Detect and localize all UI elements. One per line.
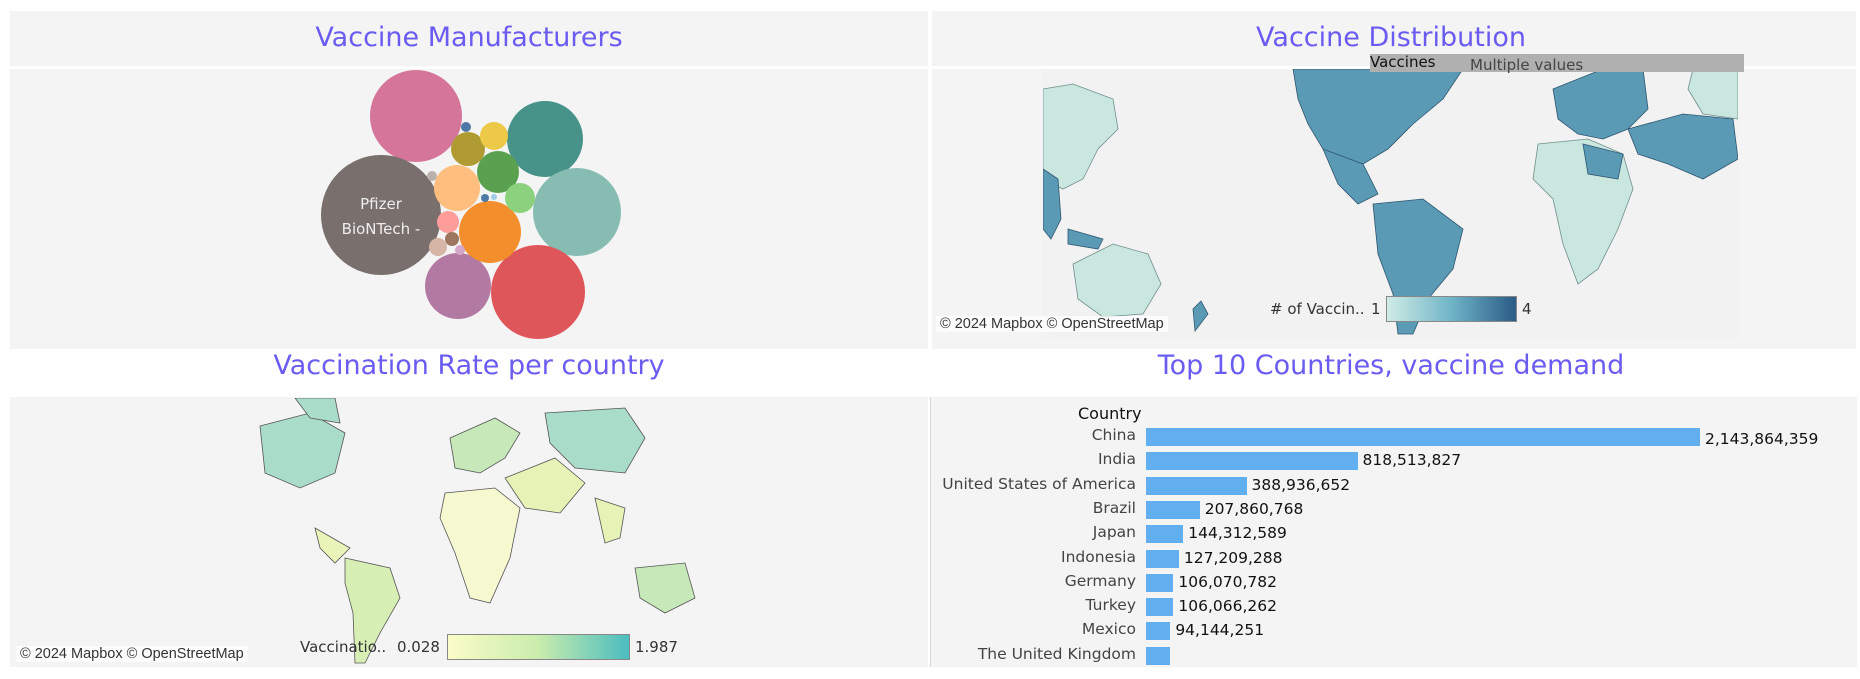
- top10-axis-header: Country: [1078, 404, 1142, 423]
- bubble[interactable]: [491, 194, 497, 200]
- rate-legend-max: 1.987: [635, 638, 678, 656]
- bar[interactable]: [1146, 598, 1174, 617]
- bar[interactable]: [1146, 428, 1700, 446]
- bubble[interactable]: [425, 253, 491, 319]
- bar[interactable]: [1146, 573, 1174, 592]
- bubble-label-line1: Pfizer: [360, 195, 403, 213]
- map-region[interactable]: [1627, 113, 1738, 180]
- map-region[interactable]: [344, 557, 401, 664]
- map-region[interactable]: [439, 487, 521, 604]
- map-region[interactable]: [1072, 243, 1162, 318]
- map-region[interactable]: [1582, 143, 1624, 180]
- distribution-legend-gradient: [1386, 296, 1517, 322]
- rate-map[interactable]: [205, 398, 740, 666]
- bar-category-label: Mexico: [1081, 620, 1136, 639]
- bar-value-label: 207,860,768: [1204, 499, 1304, 518]
- bar-value-label: 127,209,288: [1183, 548, 1283, 567]
- bubble[interactable]: [434, 165, 480, 211]
- bubble[interactable]: [480, 122, 508, 150]
- vaccines-filter-label: Vaccines: [1370, 53, 1436, 71]
- distribution-map[interactable]: [1043, 69, 1738, 339]
- bubble[interactable]: [477, 151, 519, 193]
- manufacturers-header-panel: [10, 11, 928, 66]
- distribution-title: Vaccine Distribution: [1256, 22, 1526, 53]
- bar[interactable]: [1146, 500, 1200, 519]
- bar-value-label: 106,070,782: [1178, 572, 1278, 591]
- manufacturers-title: Vaccine Manufacturers: [315, 22, 623, 53]
- bubble-label-line2: BioNTech -: [342, 220, 421, 238]
- map-region[interactable]: [544, 407, 646, 474]
- bar-category-label: Germany: [1064, 571, 1136, 590]
- bar-value-label: 388,936,652: [1251, 475, 1351, 494]
- bar-category-label: India: [1097, 450, 1136, 469]
- bar-value-label: 2,143,864,359: [1705, 430, 1819, 448]
- vaccines-filter-value[interactable]: Multiple values: [1470, 56, 1584, 74]
- bubble[interactable]: [505, 183, 535, 213]
- bar-value-label: 94,144,251: [1175, 621, 1265, 640]
- bar-category-label: Turkey: [1085, 596, 1136, 615]
- bubble[interactable]: [451, 132, 485, 166]
- distribution-legend-label: # of Vaccin..: [1270, 300, 1365, 318]
- vaccines-filter[interactable]: Vaccines Multiple values: [1370, 53, 1744, 74]
- rate-title: Vaccination Rate per country: [273, 350, 665, 381]
- map-region[interactable]: [1043, 168, 1062, 240]
- bubble-pfizer[interactable]: [321, 155, 441, 275]
- rate-legend-min: 0.028: [397, 638, 440, 656]
- bubble[interactable]: [445, 232, 459, 246]
- bar[interactable]: [1146, 452, 1358, 471]
- bar-category-label: Brazil: [1092, 498, 1136, 517]
- distribution-map-credit[interactable]: © 2024 Mapbox © OpenStreetMap: [936, 316, 1168, 332]
- bar-value-label: 818,513,827: [1362, 451, 1462, 470]
- map-region[interactable]: [634, 562, 696, 614]
- bubble[interactable]: [427, 171, 437, 181]
- map-region[interactable]: [504, 457, 586, 514]
- map-region[interactable]: [1687, 69, 1738, 120]
- bar-category-label: Japan: [1092, 523, 1136, 542]
- distribution-legend-min: 1: [1371, 300, 1381, 318]
- bar[interactable]: [1146, 525, 1184, 544]
- bubble[interactable]: [459, 201, 521, 263]
- bubble[interactable]: [533, 168, 621, 256]
- bar-category-label: United States of America: [942, 474, 1136, 493]
- manufacturers-bubble-chart[interactable]: Pfizer BioNTech -: [300, 66, 640, 346]
- bubble[interactable]: [429, 238, 447, 256]
- bubble[interactable]: [370, 70, 462, 162]
- map-region[interactable]: [594, 497, 626, 544]
- bar-value-label: 144,312,589: [1188, 524, 1287, 543]
- rate-map-credit[interactable]: © 2024 Mapbox © OpenStreetMap: [16, 646, 248, 662]
- map-region[interactable]: [294, 398, 341, 424]
- map-region[interactable]: [314, 527, 351, 564]
- map-region[interactable]: [1322, 148, 1379, 205]
- bar[interactable]: [1146, 646, 1171, 665]
- bar-category-label: Indonesia: [1061, 547, 1136, 566]
- bar-category-label: The United Kingdom: [977, 644, 1136, 663]
- bubble[interactable]: [481, 194, 489, 202]
- bubble[interactable]: [461, 122, 471, 132]
- bar-category-label: China: [1091, 426, 1136, 444]
- bar[interactable]: [1146, 549, 1179, 568]
- bubble[interactable]: [491, 245, 585, 339]
- distribution-legend-max: 4: [1522, 300, 1532, 318]
- bubble[interactable]: [437, 211, 459, 233]
- bubble[interactable]: [455, 245, 465, 255]
- map-region[interactable]: [449, 417, 521, 474]
- map-region[interactable]: [1192, 300, 1209, 333]
- bar-value-label: 106,066,262: [1178, 597, 1278, 616]
- bar[interactable]: [1146, 476, 1247, 495]
- rate-legend-label: Vaccinatio..: [300, 638, 387, 656]
- rate-legend-gradient: [447, 634, 630, 660]
- bar[interactable]: [1146, 622, 1171, 641]
- map-region[interactable]: [1067, 228, 1104, 250]
- bubble[interactable]: [507, 101, 583, 177]
- top10-title: Top 10 Countries, vaccine demand: [1157, 350, 1625, 381]
